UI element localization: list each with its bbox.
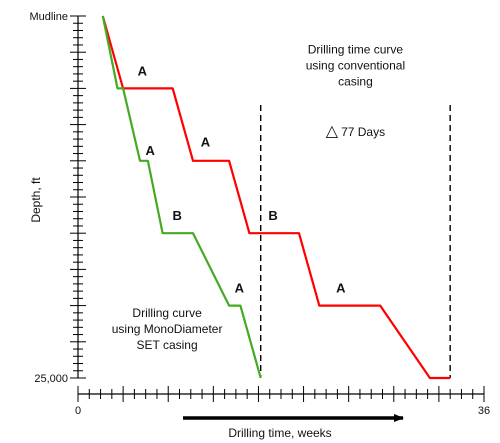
conventional-casing-line <box>101 15 451 380</box>
segment-annotation: A <box>336 281 346 296</box>
monodiameter-casing-line <box>101 15 262 379</box>
note-line: SET casing <box>137 338 198 352</box>
note-line: using MonoDiameter <box>112 322 223 336</box>
note-line: casing <box>338 75 373 89</box>
labels-layer: A A B A A B A Drilling time curve using conventi… <box>112 43 405 353</box>
segment-annotation: A <box>145 143 155 158</box>
axes-layer: Mudline 25,000 0 36 <box>29 11 490 417</box>
note-line: Drilling curve <box>132 306 202 320</box>
x-tick-label: 36 <box>478 405 490 417</box>
monodiameter-note: Drilling curve using MonoDiameter SET casi… <box>112 306 223 352</box>
note-line: using conventional <box>306 59 405 73</box>
y-tick-label: Mudline <box>29 11 68 23</box>
delta-icon: △ <box>326 123 339 140</box>
conventional-note: Drilling time curve using conventional cas… <box>306 43 405 89</box>
segment-annotation: B <box>268 208 277 223</box>
x-axis-label: Drilling time, weeks <box>228 426 331 440</box>
segment-annotation: B <box>173 208 182 223</box>
reference-lines-layer <box>260 105 451 378</box>
y-axis-label: Depth, ft <box>29 177 43 223</box>
x-tick-label: 0 <box>75 405 81 417</box>
segment-annotation: A <box>138 63 148 78</box>
delta-value: 77 Days <box>341 125 385 139</box>
y-tick-label: 25,000 <box>34 373 68 385</box>
delta-days-label: △ 77 Days <box>326 123 385 140</box>
segment-annotation: A <box>201 134 211 149</box>
series-layer <box>101 15 451 380</box>
note-line: Drilling time curve <box>308 43 404 57</box>
segment-annotation: A <box>235 281 245 296</box>
